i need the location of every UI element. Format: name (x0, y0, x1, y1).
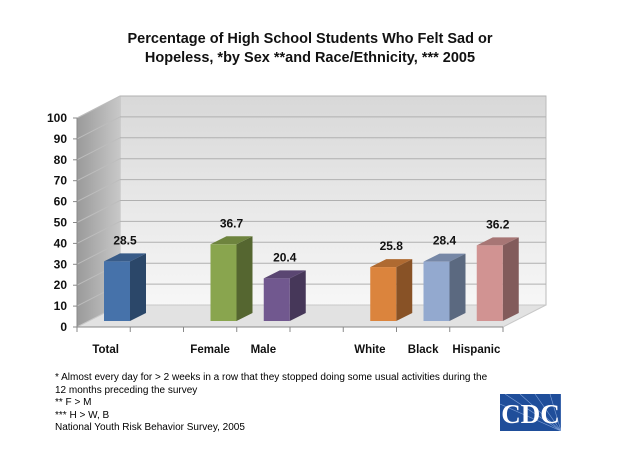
y-tick-label: 70 (54, 174, 68, 188)
x-tick-label: Hispanic (452, 344, 501, 356)
bar-side (502, 237, 519, 321)
cdc-logo: CDC (500, 394, 561, 431)
x-tick-label: Black (408, 344, 439, 356)
data-label: 20.4 (273, 250, 297, 264)
x-tick-label: White (354, 344, 385, 356)
side-gridline (76, 116, 121, 140)
data-label: 25.8 (380, 239, 404, 253)
bar-top (423, 253, 466, 262)
y-tick-label: 100 (47, 111, 67, 125)
footnote-1: * Almost every day for > 2 weeks in a ro… (55, 372, 488, 383)
floor (76, 304, 547, 328)
y-tick-label: 90 (54, 132, 68, 146)
bar-top (263, 270, 306, 279)
side-gridline (76, 95, 121, 119)
side-gridline (76, 241, 121, 265)
bar-top (210, 236, 253, 245)
bar (104, 253, 146, 321)
data-label: 36.7 (220, 216, 244, 230)
bar (423, 253, 466, 321)
bar-chart: 0 10 20 30 40 50 60 70 80 90 100 Total 28.5 Female 36.… (47, 95, 547, 356)
bar-top (104, 253, 146, 262)
x-tick-label: Male (251, 344, 277, 356)
bar-side (130, 253, 146, 321)
title-line-1: Percentage of High School Students Who F… (127, 31, 493, 47)
side-gridline (76, 200, 121, 223)
side-gridline (76, 137, 121, 161)
bar-front (263, 278, 290, 321)
source-note: National Youth Risk Behavior Survey, 200… (55, 422, 245, 433)
y-tick-label: 10 (54, 299, 68, 313)
side-gridline (76, 220, 121, 244)
data-label: 28.4 (433, 234, 457, 248)
footnotes: * Almost every day for > 2 weeks in a ro… (55, 372, 487, 435)
side-gridline (76, 179, 121, 203)
y-tick-label: 60 (54, 195, 68, 209)
bar (263, 270, 306, 321)
bar-side (236, 236, 253, 321)
bar-front (210, 244, 237, 321)
bar-side (289, 270, 306, 321)
bar-front (476, 245, 503, 321)
title-line-2: Hopeless, *by Sex **and Race/Ethnicity, … (144, 50, 476, 66)
y-tick-label: 30 (54, 257, 68, 271)
bar-top (476, 237, 519, 246)
x-tick-label: Female (190, 344, 230, 356)
data-label: 28.5 (113, 233, 137, 247)
footnote-2: 12 months preceding the survey (55, 384, 198, 396)
y-tick-label: 40 (54, 236, 68, 250)
data-label: 36.2 (486, 217, 510, 231)
bar-front (104, 261, 130, 321)
side-gridline (76, 158, 121, 182)
bar-side (396, 259, 413, 321)
y-tick-label: 20 (54, 278, 68, 292)
footnote-3: ** F > M (55, 397, 92, 408)
y-tick-label: 50 (54, 216, 68, 230)
bar-front (370, 267, 397, 321)
footnote-4: *** H > W, B (55, 409, 110, 421)
x-tick-label: Total (92, 344, 119, 356)
bar (476, 237, 519, 321)
bar-side (449, 253, 466, 321)
bar (370, 259, 413, 321)
bar-front (423, 261, 450, 321)
svg-text:CDC: CDC (501, 399, 560, 429)
bar-top (370, 259, 413, 268)
chart-title: Percentage of High School Students Who F… (0, 30, 620, 68)
y-tick-label: 80 (54, 153, 68, 167)
y-tick-label: 0 (60, 320, 67, 334)
bar (210, 236, 253, 321)
